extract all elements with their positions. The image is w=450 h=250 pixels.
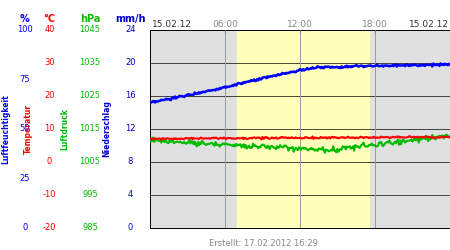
Text: 25: 25 xyxy=(19,174,30,182)
Text: 985: 985 xyxy=(82,223,98,232)
Text: Erstellt: 17.02.2012 16:29: Erstellt: 17.02.2012 16:29 xyxy=(209,238,318,248)
Text: hPa: hPa xyxy=(80,14,100,24)
Text: -10: -10 xyxy=(43,190,56,199)
Text: 16: 16 xyxy=(125,91,136,100)
Text: 24: 24 xyxy=(125,26,136,35)
Text: mm/h: mm/h xyxy=(115,14,146,24)
Text: 10: 10 xyxy=(44,124,55,133)
Text: 50: 50 xyxy=(19,124,30,133)
Text: 100: 100 xyxy=(17,26,32,35)
Text: Luftfeuchtigkeit: Luftfeuchtigkeit xyxy=(1,94,10,164)
Bar xyxy=(238,30,369,228)
Text: 20: 20 xyxy=(125,58,136,68)
Text: 40: 40 xyxy=(44,26,55,35)
Text: 1015: 1015 xyxy=(80,124,100,133)
Text: 30: 30 xyxy=(44,58,55,68)
Text: 4: 4 xyxy=(128,190,133,199)
Text: Niederschlag: Niederschlag xyxy=(102,100,111,157)
Text: 1025: 1025 xyxy=(80,91,100,100)
Text: 0: 0 xyxy=(47,157,52,166)
Text: %: % xyxy=(20,14,30,24)
Text: °C: °C xyxy=(44,14,55,24)
Text: 12: 12 xyxy=(125,124,136,133)
Text: Luftdruck: Luftdruck xyxy=(60,108,69,150)
Text: 15.02.12: 15.02.12 xyxy=(409,20,449,29)
Text: 1005: 1005 xyxy=(80,157,100,166)
Text: Temperatur: Temperatur xyxy=(23,104,32,154)
Text: 995: 995 xyxy=(82,190,98,199)
Text: 0: 0 xyxy=(22,223,27,232)
Text: 8: 8 xyxy=(128,157,133,166)
Text: 1035: 1035 xyxy=(80,58,100,68)
Text: 15.02.12: 15.02.12 xyxy=(152,20,192,29)
Text: -20: -20 xyxy=(43,223,56,232)
Text: 0: 0 xyxy=(128,223,133,232)
Text: 1045: 1045 xyxy=(80,26,100,35)
Text: 20: 20 xyxy=(44,91,55,100)
Text: 75: 75 xyxy=(19,75,30,84)
